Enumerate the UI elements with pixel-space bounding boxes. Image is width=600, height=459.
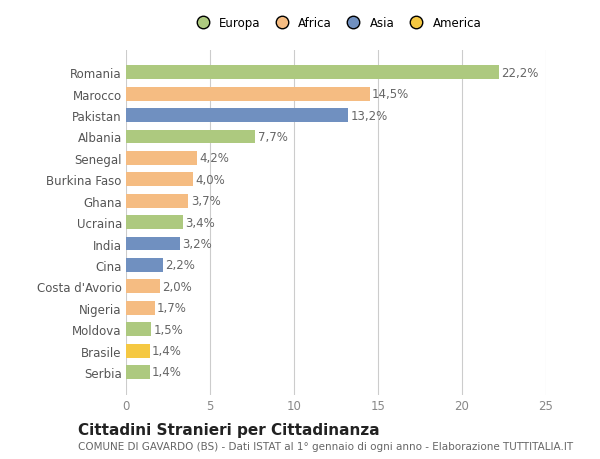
Bar (126, 280, 160, 294)
Text: 13,2%: 13,2% (350, 109, 388, 122)
Bar (126, 88, 370, 101)
Text: 1,7%: 1,7% (157, 302, 187, 314)
Bar (126, 344, 149, 358)
Bar (126, 301, 155, 315)
Bar (126, 194, 188, 208)
Text: 1,5%: 1,5% (154, 323, 184, 336)
Bar (126, 216, 183, 230)
Text: 22,2%: 22,2% (502, 67, 539, 79)
Bar (126, 66, 499, 80)
Bar (126, 151, 197, 166)
Bar (126, 237, 180, 251)
Text: 1,4%: 1,4% (152, 344, 182, 357)
Text: 2,0%: 2,0% (162, 280, 192, 293)
Text: 3,2%: 3,2% (182, 237, 212, 251)
Legend: Europa, Africa, Asia, America: Europa, Africa, Asia, America (188, 15, 484, 33)
Text: 7,7%: 7,7% (258, 131, 288, 144)
Bar (126, 109, 348, 123)
Bar (126, 258, 163, 272)
Bar (126, 365, 149, 379)
Text: 1,4%: 1,4% (152, 366, 182, 379)
Bar (126, 130, 256, 144)
Text: 4,2%: 4,2% (199, 152, 229, 165)
Text: 3,4%: 3,4% (185, 216, 215, 229)
Text: 14,5%: 14,5% (372, 88, 409, 101)
Text: 4,0%: 4,0% (196, 174, 226, 186)
Bar (126, 323, 151, 336)
Text: COMUNE DI GAVARDO (BS) - Dati ISTAT al 1° gennaio di ogni anno - Elaborazione TU: COMUNE DI GAVARDO (BS) - Dati ISTAT al 1… (78, 441, 573, 451)
Text: Cittadini Stranieri per Cittadinanza: Cittadini Stranieri per Cittadinanza (78, 422, 380, 437)
Bar (126, 173, 193, 187)
Text: 3,7%: 3,7% (191, 195, 220, 208)
Text: 2,2%: 2,2% (166, 259, 196, 272)
